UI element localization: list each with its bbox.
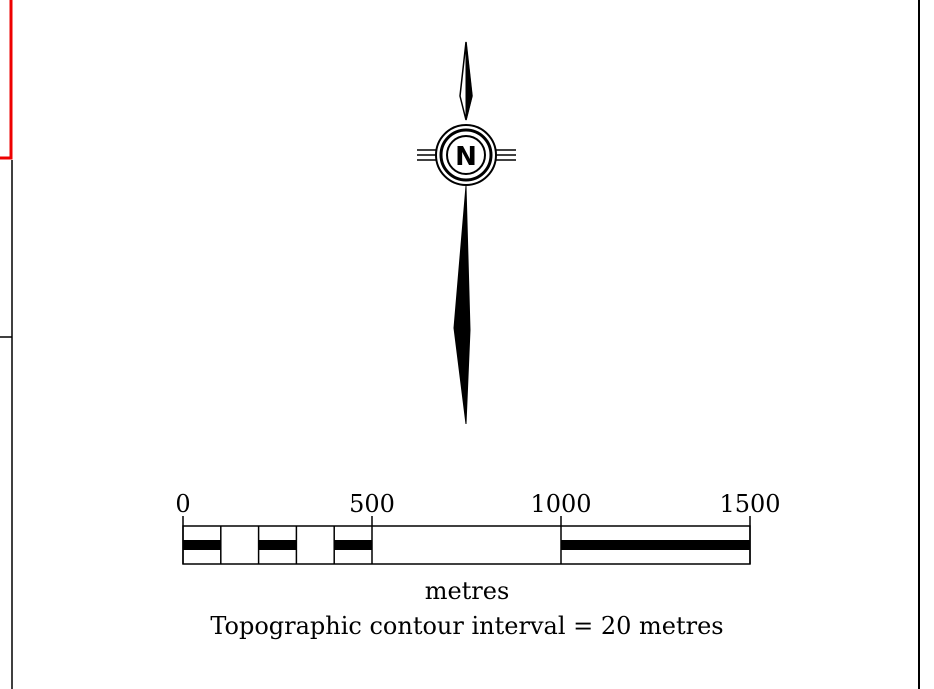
scale-bar: 0 500 1000 1500: [175, 490, 781, 565]
contour-note: Topographic contour interval = 20 metres: [210, 612, 723, 640]
north-label: N: [455, 142, 477, 172]
scale-fill: [334, 540, 372, 550]
scale-fill: [561, 540, 750, 550]
scale-unit: metres: [425, 577, 510, 605]
scale-fill: [258, 540, 297, 550]
scale-tick-label: 500: [349, 490, 395, 518]
scale-tick-label: 1000: [530, 490, 591, 518]
scale-fill: [183, 540, 221, 550]
scale-tick-label: 1500: [719, 490, 780, 518]
north-arrow: N: [417, 41, 516, 425]
scale-tick-label: 0: [175, 490, 190, 518]
